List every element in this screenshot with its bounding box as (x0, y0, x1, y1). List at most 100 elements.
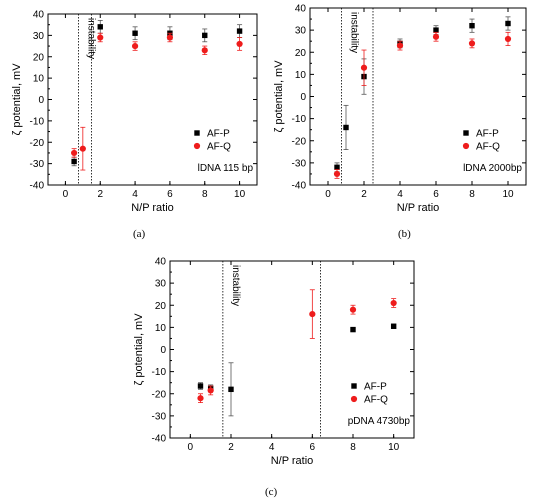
y-tick-label: 0 (38, 95, 44, 106)
data-point-af-q (79, 145, 86, 152)
y-tick-label: -40 (292, 181, 307, 192)
data-point-af-q (201, 47, 208, 54)
x-axis-label: N/P ratio (397, 202, 440, 214)
legend-marker-af-p (463, 130, 469, 136)
x-tick-label: 6 (310, 442, 316, 453)
y-tick-label: 20 (155, 301, 167, 312)
y-tick-label: 40 (33, 10, 45, 21)
legend-label: AF-P (207, 129, 230, 140)
y-tick-label: -10 (292, 114, 307, 125)
y-tick-label: 10 (295, 70, 307, 81)
instability-label: instability (349, 12, 360, 53)
legend-marker-af-q (350, 395, 358, 403)
x-tick-label: 2 (97, 189, 103, 200)
y-tick-label: -20 (152, 389, 167, 400)
y-tick-label: 0 (160, 345, 166, 356)
data-point-af-q (131, 42, 139, 50)
data-point-af-q (207, 387, 214, 394)
y-tick-label: 0 (300, 92, 306, 103)
data-point-af-q (360, 64, 368, 71)
legend-label: AF-Q (207, 142, 231, 153)
data-point-af-p (132, 30, 138, 36)
legend-label: AF-P (476, 129, 499, 140)
panel-c: 0 2 4 6 8 10 -40 -30 -20 -10 0 10 20 30 40 N/P ratio ζ p… (133, 257, 415, 467)
sample-annotation: lDNA 2000bp (463, 163, 522, 174)
instability-label: instability (85, 18, 96, 59)
plot-frame (47, 13, 258, 186)
x-tick-label: 8 (469, 189, 475, 200)
data-point-af-p (97, 24, 103, 30)
plot-frame (309, 7, 527, 186)
data-point-af-q (97, 34, 104, 41)
legend-label: AF-Q (364, 395, 388, 406)
data-point-af-q (468, 40, 476, 47)
legend-marker-af-p (351, 383, 357, 389)
y-axis-label: ζ potential, mV (273, 60, 285, 133)
data-point-af-p (71, 158, 77, 165)
y-tick-label: 40 (295, 4, 307, 15)
data-point-af-p (343, 124, 349, 131)
y-tick-label: -40 (152, 434, 167, 445)
data-point-af-q (432, 33, 440, 40)
data-point-af-p (197, 383, 204, 389)
y-tick-label: -10 (30, 116, 45, 127)
data-point-af-p (334, 164, 340, 170)
data-point-af-q (396, 42, 404, 49)
data-point-af-p (433, 27, 439, 33)
instability-label: instability (230, 265, 241, 306)
data-point-af-q (197, 395, 204, 402)
y-tick-label: 40 (155, 257, 167, 268)
x-tick-label: 10 (388, 442, 400, 453)
y-tick-label: 20 (33, 52, 45, 63)
x-tick-label: 0 (63, 189, 69, 200)
data-point-af-p (202, 32, 208, 39)
x-tick-label: 4 (269, 442, 275, 453)
x-tick-label: 10 (502, 189, 514, 200)
data-point-af-q (333, 170, 341, 178)
y-tick-label: -30 (152, 411, 167, 422)
x-tick-label: 4 (397, 189, 403, 200)
x-tick-label: 6 (433, 189, 439, 200)
panel-a: 0 2 4 6 8 10 -40 -30 -20 -10 0 10 20 30 40 N/P ratio ζ p… (11, 10, 258, 214)
data-point-af-q (236, 40, 243, 48)
y-tick-label: -20 (292, 136, 307, 147)
x-tick-label: 8 (202, 189, 208, 200)
data-point-af-p (390, 323, 397, 329)
data-point-af-p (505, 20, 511, 27)
y-tick-label: -20 (30, 138, 45, 149)
y-tick-label: -30 (30, 159, 45, 170)
data-point-af-p (469, 23, 475, 29)
sample-annotation: pDNA 4730bp (348, 416, 411, 427)
sample-annotation: lDNA 115 bp (198, 163, 254, 174)
x-axis-label: N/P ratio (131, 202, 174, 214)
data-point-af-p (236, 28, 243, 34)
legend-marker-af-q (462, 142, 470, 150)
legend-marker-af-p (194, 130, 200, 136)
data-point-af-p (350, 326, 356, 333)
y-tick-label: 10 (33, 74, 45, 85)
y-tick-label: -30 (292, 158, 307, 169)
y-tick-label: 30 (295, 26, 307, 37)
data-point-af-q (166, 34, 174, 41)
x-tick-label: 2 (228, 442, 234, 453)
data-point-af-q (504, 35, 512, 43)
y-axis-label: ζ potential, mV (11, 63, 23, 136)
y-tick-label: -10 (152, 367, 167, 378)
data-point-af-q (390, 299, 397, 307)
x-tick-label: 10 (234, 189, 246, 200)
caption-b: (b) (398, 228, 411, 240)
caption-c: (c) (265, 486, 278, 498)
x-tick-label: 0 (188, 442, 194, 453)
data-point-af-q (349, 306, 357, 313)
data-point-af-q (309, 311, 316, 318)
y-tick-label: 30 (33, 31, 45, 42)
y-tick-label: 10 (155, 323, 167, 334)
panel-b: 0 2 4 6 8 10 -40 -30 -20 -10 0 10 20 30 40 N/P ratio ζ p… (273, 4, 527, 214)
data-point-af-q (71, 149, 78, 157)
legend-marker-af-q (193, 142, 201, 150)
legend-label: AF-Q (476, 142, 500, 153)
y-tick-label: 30 (155, 279, 167, 290)
y-tick-label: -40 (30, 181, 45, 192)
x-tick-label: 8 (350, 442, 356, 453)
